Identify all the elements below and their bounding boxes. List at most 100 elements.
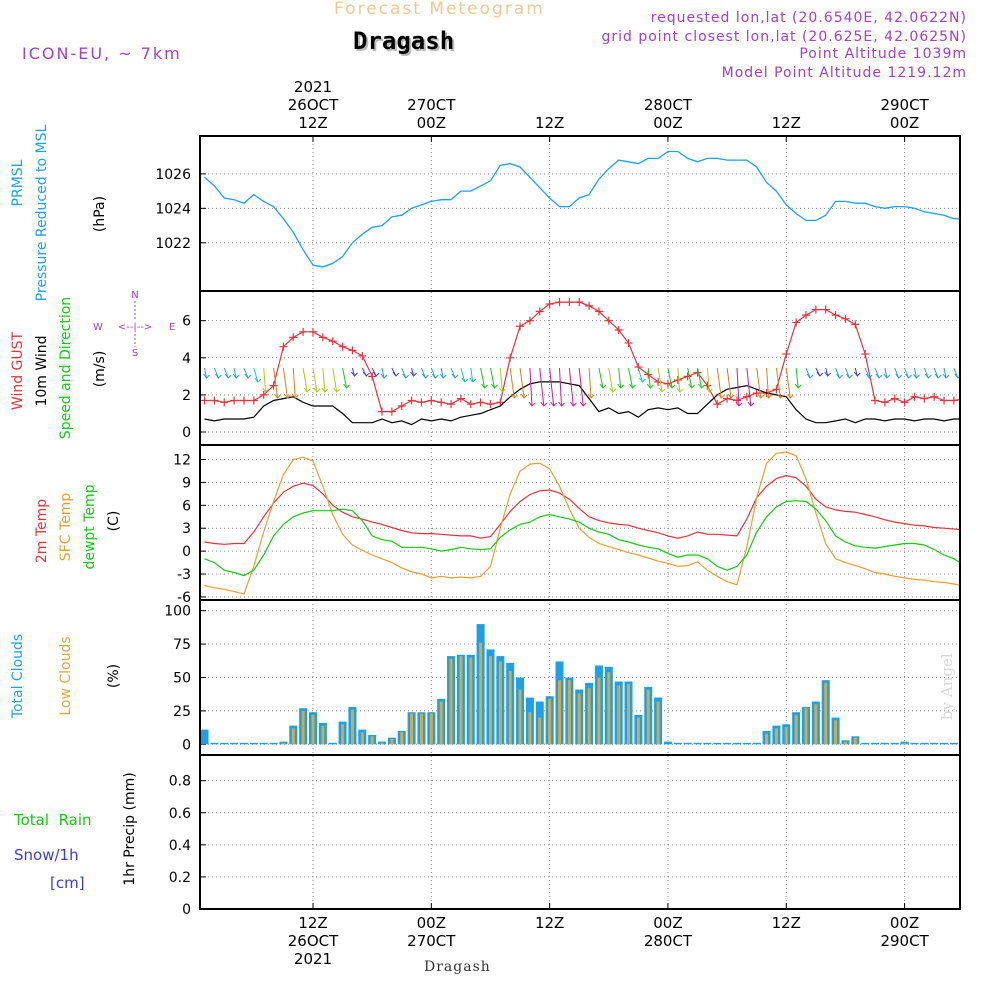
wind-gust-marker: [358, 351, 367, 360]
wind-direction-arrow: [608, 367, 614, 393]
low-clouds-bar: [459, 656, 463, 745]
wind-gust-marker: [496, 398, 505, 407]
total-clouds-bar: [249, 742, 258, 745]
wind-arrow-head: [853, 371, 861, 377]
wind-direction-arrow: [411, 367, 415, 377]
time-label-top: 280CT: [644, 96, 693, 114]
low-clouds-bar: [410, 713, 414, 745]
time-label-top: 12Z: [298, 114, 327, 132]
wind-arrow-head: [254, 377, 262, 383]
low-clouds-bar: [281, 742, 285, 745]
compass-south: S: [132, 348, 138, 359]
wind-direction-arrow: [854, 367, 858, 377]
low-clouds-bar: [627, 684, 631, 745]
temp-ytick-label: 0: [182, 544, 191, 560]
low-clouds-bar: [528, 712, 532, 745]
wind-direction-arrow: [657, 367, 663, 393]
precip-snow-title: Snow/1h: [14, 846, 79, 864]
temp-dewpoint-line: [204, 500, 960, 577]
wind-gust-marker: [910, 392, 919, 401]
total-clouds-bar: [683, 742, 692, 745]
total-clouds-bar: [732, 742, 741, 745]
low-clouds-bar: [834, 720, 838, 745]
wind-gust-marker: [920, 394, 929, 403]
wind-direction-arrow: [559, 367, 562, 407]
wind-ytick-label: 6: [182, 314, 191, 330]
total-clouds-bar: [910, 742, 919, 745]
low-clouds-bar: [774, 728, 778, 745]
wind-direction-arrow: [263, 367, 267, 393]
wind-direction-arrow: [539, 367, 545, 407]
low-clouds-bar: [400, 732, 404, 745]
compass-north: N: [131, 290, 138, 301]
wind-direction-arrow: [460, 367, 466, 383]
wind-arrow-head: [875, 373, 883, 379]
wind-arrow-head: [668, 383, 676, 389]
wind-gust-marker: [220, 398, 229, 407]
time-label-bottom: 00Z: [653, 914, 682, 932]
precip-ytick-label: 0.2: [169, 870, 191, 886]
wind-arrow-head: [528, 401, 536, 407]
wind-gust-marker: [348, 346, 357, 355]
low-clouds-title: Low Clouds: [58, 636, 74, 715]
wind-arrow-head: [481, 383, 488, 389]
total-clouds-bar: [880, 742, 889, 745]
total-clouds-bar: [861, 742, 870, 745]
wind-direction-arrow: [253, 367, 259, 383]
wind-arrow-head: [343, 383, 350, 389]
wind-gust-marker: [476, 398, 485, 407]
location-title: Dragash: [353, 27, 455, 55]
wind-gust-marker: [831, 311, 840, 320]
low-clouds-bar: [321, 725, 325, 745]
temp-dew-title: dewpt Temp: [82, 484, 98, 569]
wind-arrow-head: [688, 383, 696, 389]
wind-direction-arrow: [884, 367, 888, 379]
wind-arrow-head: [291, 393, 299, 399]
wind-arrow-head: [469, 377, 477, 383]
low-clouds-bar: [903, 742, 907, 745]
clouds-ytick-label: 0: [182, 737, 191, 753]
low-clouds-bar: [488, 656, 492, 745]
time-label-bottom: 26OCT: [288, 932, 339, 950]
low-clouds-bar: [508, 670, 512, 745]
wind-panel-frame: [199, 290, 961, 446]
time-label-bottom: 00Z: [890, 914, 919, 932]
wind-gust-marker: [565, 298, 574, 307]
wind-arrow-head: [646, 383, 654, 389]
wind-arrow-head: [757, 393, 765, 399]
wind-direction-arrow: [736, 367, 740, 407]
low-clouds-bar: [617, 685, 621, 745]
wind-direction-arrow: [785, 367, 791, 399]
compass-west: W: [93, 322, 103, 333]
total-clouds-bar: [871, 742, 880, 745]
wind-arrow-head: [836, 373, 843, 379]
wind-gust-marker: [890, 394, 899, 403]
wind-direction-arrow: [746, 367, 752, 407]
pressure-ytick-label: 1022: [155, 236, 191, 252]
low-clouds-bar: [548, 698, 552, 745]
wind-direction-arrow: [943, 367, 947, 379]
wind-arrow-head: [934, 373, 942, 379]
wind-arrow-head: [924, 373, 932, 379]
wind-arrow-head: [410, 371, 417, 377]
low-clouds-bar: [538, 717, 542, 745]
wind-arrow-head: [224, 373, 232, 379]
wind-arrow-head: [498, 387, 506, 393]
total-clouds-bar: [713, 742, 722, 745]
low-clouds-bar: [567, 680, 571, 745]
wind-gust-marker: [949, 396, 958, 405]
wind-gust-marker: [861, 350, 870, 359]
wind-arrow-head: [587, 393, 595, 399]
wind-gust-marker: [900, 398, 909, 407]
total-clouds-bar: [930, 742, 939, 745]
wind-direction-arrow: [332, 367, 338, 393]
wind-arrow-head: [905, 373, 912, 379]
wind-arrow-head: [380, 373, 388, 379]
wind-direction-arrow: [233, 367, 237, 379]
wind-arrow-head: [284, 393, 291, 399]
wind-direction-arrow: [509, 367, 515, 399]
grid-lonlat: grid point closest lon,lat (20.625E, 42.…: [601, 29, 967, 45]
wind-arrow-head: [215, 373, 222, 379]
precip-ytick-label: 0.4: [169, 838, 191, 854]
temp-ytick-label: 12: [173, 453, 191, 469]
